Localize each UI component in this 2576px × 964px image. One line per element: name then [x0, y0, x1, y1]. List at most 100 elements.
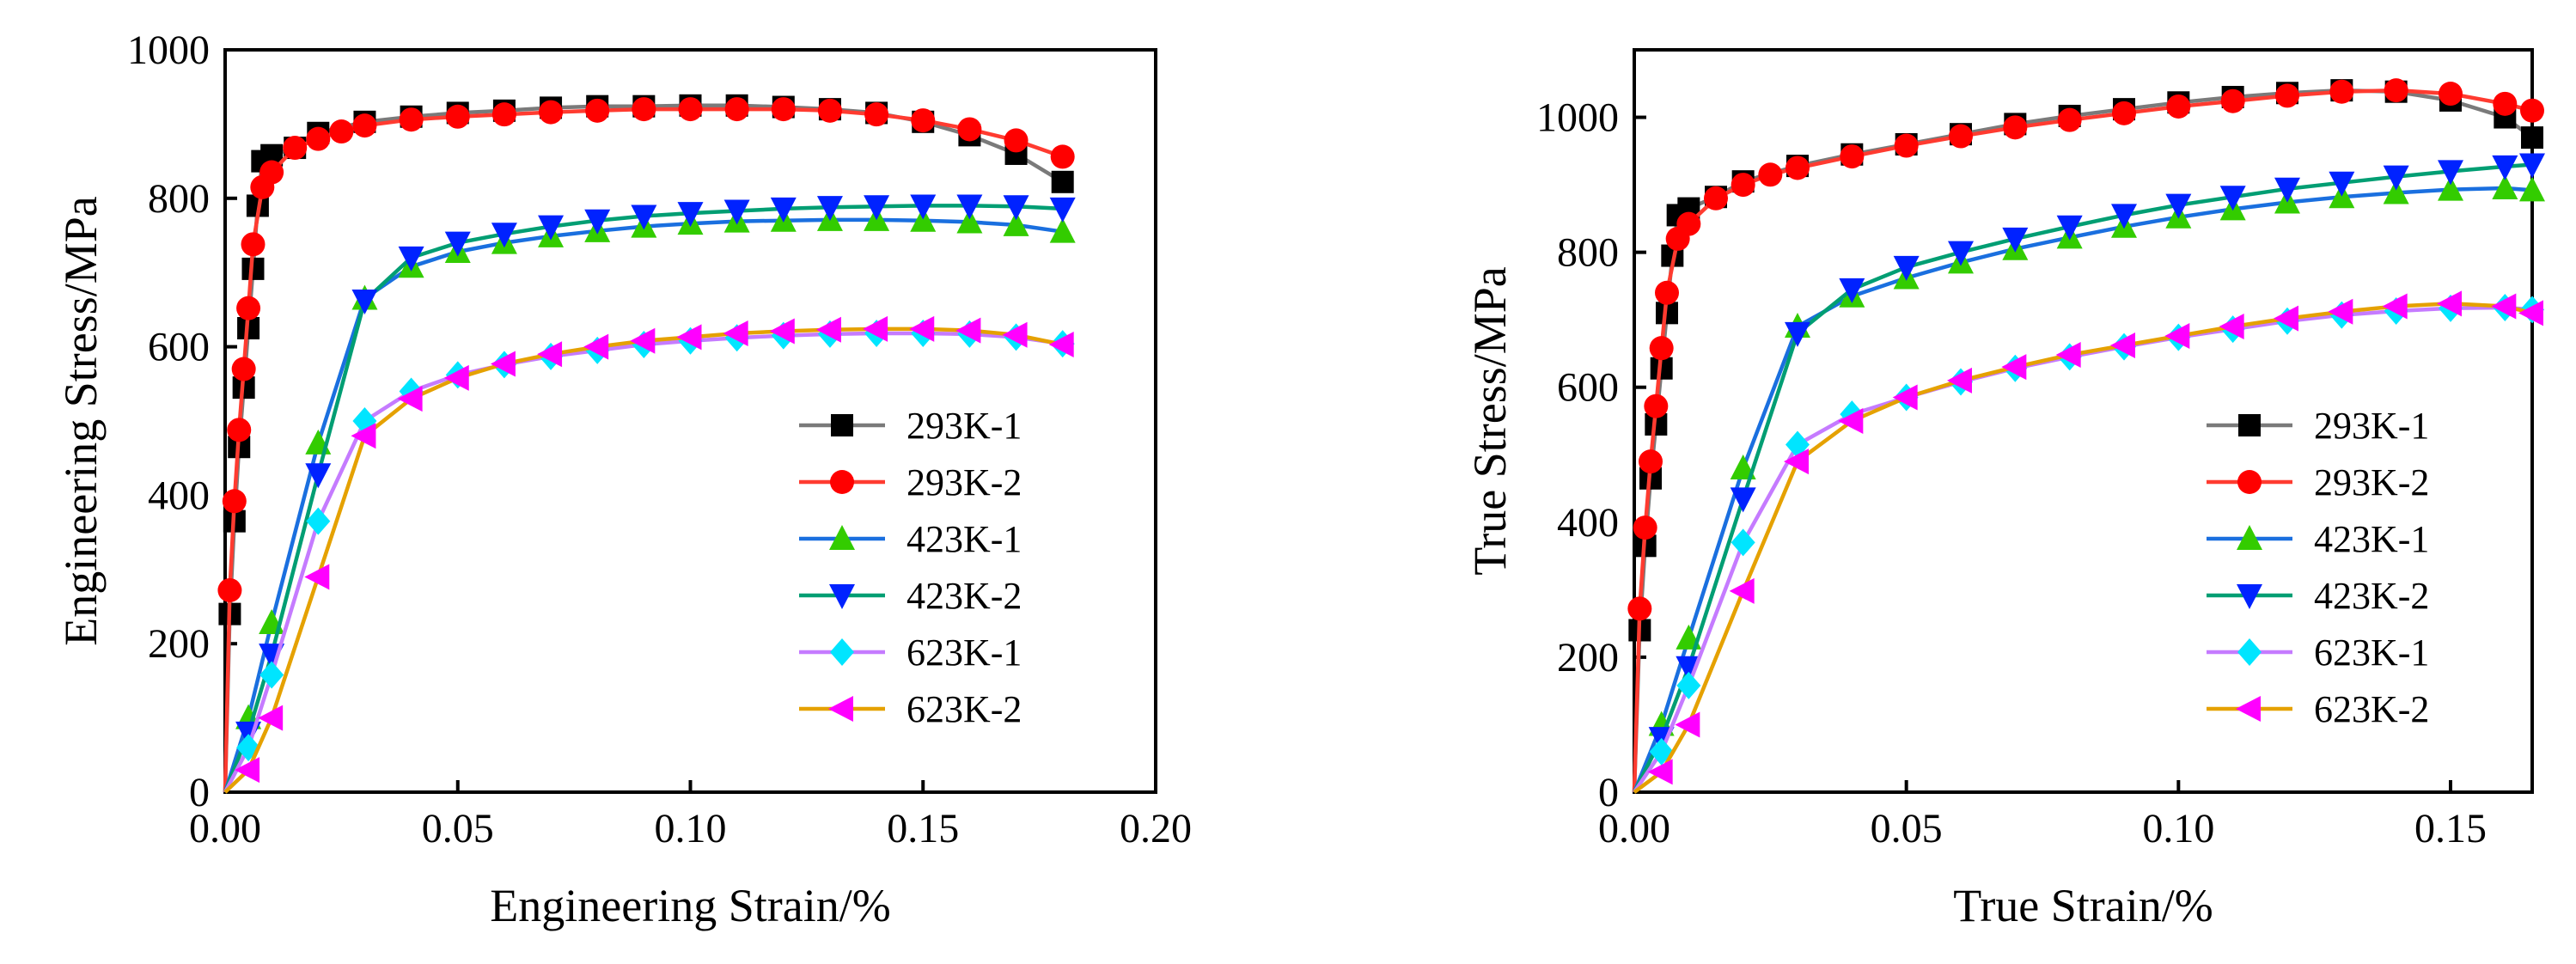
- data-point: [2519, 153, 2545, 179]
- x-tick-label: 0.15: [2414, 806, 2487, 851]
- series-line: [223, 204, 1063, 793]
- data-point: [631, 204, 657, 230]
- data-point: [864, 102, 889, 127]
- data-point: [444, 231, 471, 257]
- data-point: [1731, 528, 1755, 557]
- data-point: [2491, 293, 2517, 320]
- data-point: [1758, 162, 1783, 187]
- data-point: [2219, 186, 2246, 211]
- data-point: [817, 98, 842, 123]
- data-point: [676, 324, 702, 351]
- y-tick-label: 400: [148, 473, 210, 518]
- data-point: [1731, 173, 1755, 198]
- data-point: [2165, 193, 2192, 219]
- legend-label: 423K-2: [906, 575, 1022, 617]
- y-tick-label: 200: [148, 621, 210, 667]
- series-423K-2: [223, 194, 1076, 793]
- data-point: [2219, 314, 2244, 340]
- data-point: [305, 463, 332, 489]
- legend-label: 423K-2: [2314, 575, 2429, 617]
- data-point: [1893, 255, 1920, 281]
- data-point: [678, 97, 703, 122]
- legend-label: 623K-1: [2314, 631, 2429, 674]
- data-point: [1633, 516, 1657, 540]
- data-point: [443, 364, 469, 391]
- panel-left-engineering: 0.00 0.05 0.10 0.15 0.20 0 200 400 600 800 1000 Eng…: [55, 27, 1192, 931]
- data-point: [259, 160, 284, 185]
- data-point: [1655, 280, 1679, 305]
- series-623K-2: [223, 315, 1074, 794]
- data-point: [2111, 204, 2137, 229]
- data-point: [770, 197, 797, 223]
- series-line: [223, 107, 1064, 793]
- data-point: [2520, 98, 2544, 123]
- data-point: [2164, 323, 2190, 350]
- data-point: [399, 107, 424, 132]
- x-tick-label: 0.00: [1598, 806, 1670, 851]
- data-point: [1003, 210, 1029, 236]
- data-point: [632, 97, 656, 122]
- data-point: [539, 100, 564, 125]
- data-point: [241, 232, 266, 257]
- data-point: [1644, 394, 1669, 418]
- data-point: [537, 341, 563, 368]
- data-point: [1948, 241, 1974, 266]
- data-point: [723, 199, 750, 225]
- x-axis-title: True Strain/%: [1953, 880, 2213, 931]
- data-point: [2329, 79, 2354, 104]
- data-point: [235, 757, 260, 784]
- y-tick-label: 0: [1598, 770, 1619, 815]
- data-point: [956, 194, 983, 220]
- data-point: [2518, 300, 2543, 326]
- legend-marker: [2237, 638, 2262, 666]
- legend: 293K-1 293K-2 423K-1 423K-2 623K-1 623K-2: [2207, 405, 2429, 730]
- data-point: [2274, 177, 2300, 203]
- data-point: [816, 196, 843, 222]
- data-point: [306, 126, 331, 151]
- data-point: [1647, 759, 1673, 785]
- data-point: [259, 661, 284, 689]
- data-point: [910, 194, 937, 220]
- data-point: [1947, 367, 1972, 394]
- data-point: [1049, 217, 1076, 243]
- data-point: [538, 215, 565, 241]
- y-tick-label: 800: [148, 176, 210, 222]
- data-point: [1050, 144, 1075, 169]
- legend-label: 293K-2: [906, 461, 1022, 503]
- x-tick-label: 0.00: [189, 806, 261, 851]
- data-point: [769, 318, 795, 345]
- y-tick-label: 400: [1557, 500, 1619, 546]
- y-tick-label: 1000: [1536, 95, 1619, 141]
- data-point: [2383, 179, 2409, 204]
- data-point: [1048, 332, 1074, 358]
- data-point: [955, 317, 981, 344]
- data-point: [2439, 82, 2463, 107]
- x-axis-title: Engineering Strain/%: [490, 880, 890, 931]
- data-point: [1676, 656, 1702, 681]
- data-point: [1676, 671, 1701, 699]
- data-point: [863, 315, 888, 342]
- data-point: [677, 202, 704, 228]
- data-point: [2110, 333, 2135, 359]
- legend-marker: [2237, 525, 2262, 550]
- series-423K-2: [1632, 153, 2545, 794]
- data-point: [2056, 215, 2083, 241]
- data-point: [2492, 174, 2518, 200]
- data-point: [329, 119, 354, 144]
- plot-frame: [1633, 48, 2534, 794]
- legend-marker: [2236, 696, 2261, 722]
- data-point: [2437, 290, 2462, 317]
- data-point: [2002, 227, 2029, 253]
- y-tick-label: 200: [1557, 635, 1619, 680]
- data-point: [723, 320, 748, 347]
- data-point: [2519, 176, 2545, 202]
- data-point: [236, 296, 261, 320]
- data-point: [630, 327, 656, 354]
- legend-label: 293K-1: [906, 405, 1022, 447]
- data-point: [1639, 449, 1663, 474]
- data-point: [2521, 126, 2543, 149]
- x-tick-label: 0.05: [1871, 806, 1943, 851]
- data-point: [491, 102, 516, 127]
- data-point: [2166, 94, 2191, 119]
